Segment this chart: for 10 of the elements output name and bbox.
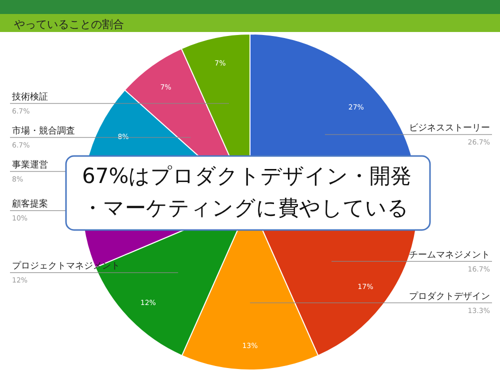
slice-label: 市場・競合調査 xyxy=(12,125,75,136)
text: 67%はプロダクトデザイン・開発・マーケティングに費やしている xyxy=(82,164,412,220)
slice-label: ビジネスストーリー xyxy=(409,122,490,134)
slice-label: プロジェクトマネジメント xyxy=(12,260,120,272)
slice-label: プロダクトデザイン xyxy=(409,290,490,302)
slice-label: 顧客提案 xyxy=(12,198,48,210)
slice-label: 事業運営 xyxy=(12,159,48,170)
slice-label: 技術検証 xyxy=(11,91,48,102)
chart-title: やっていることの割合 xyxy=(14,18,124,31)
slice-label: チームマネジメント xyxy=(409,250,490,260)
